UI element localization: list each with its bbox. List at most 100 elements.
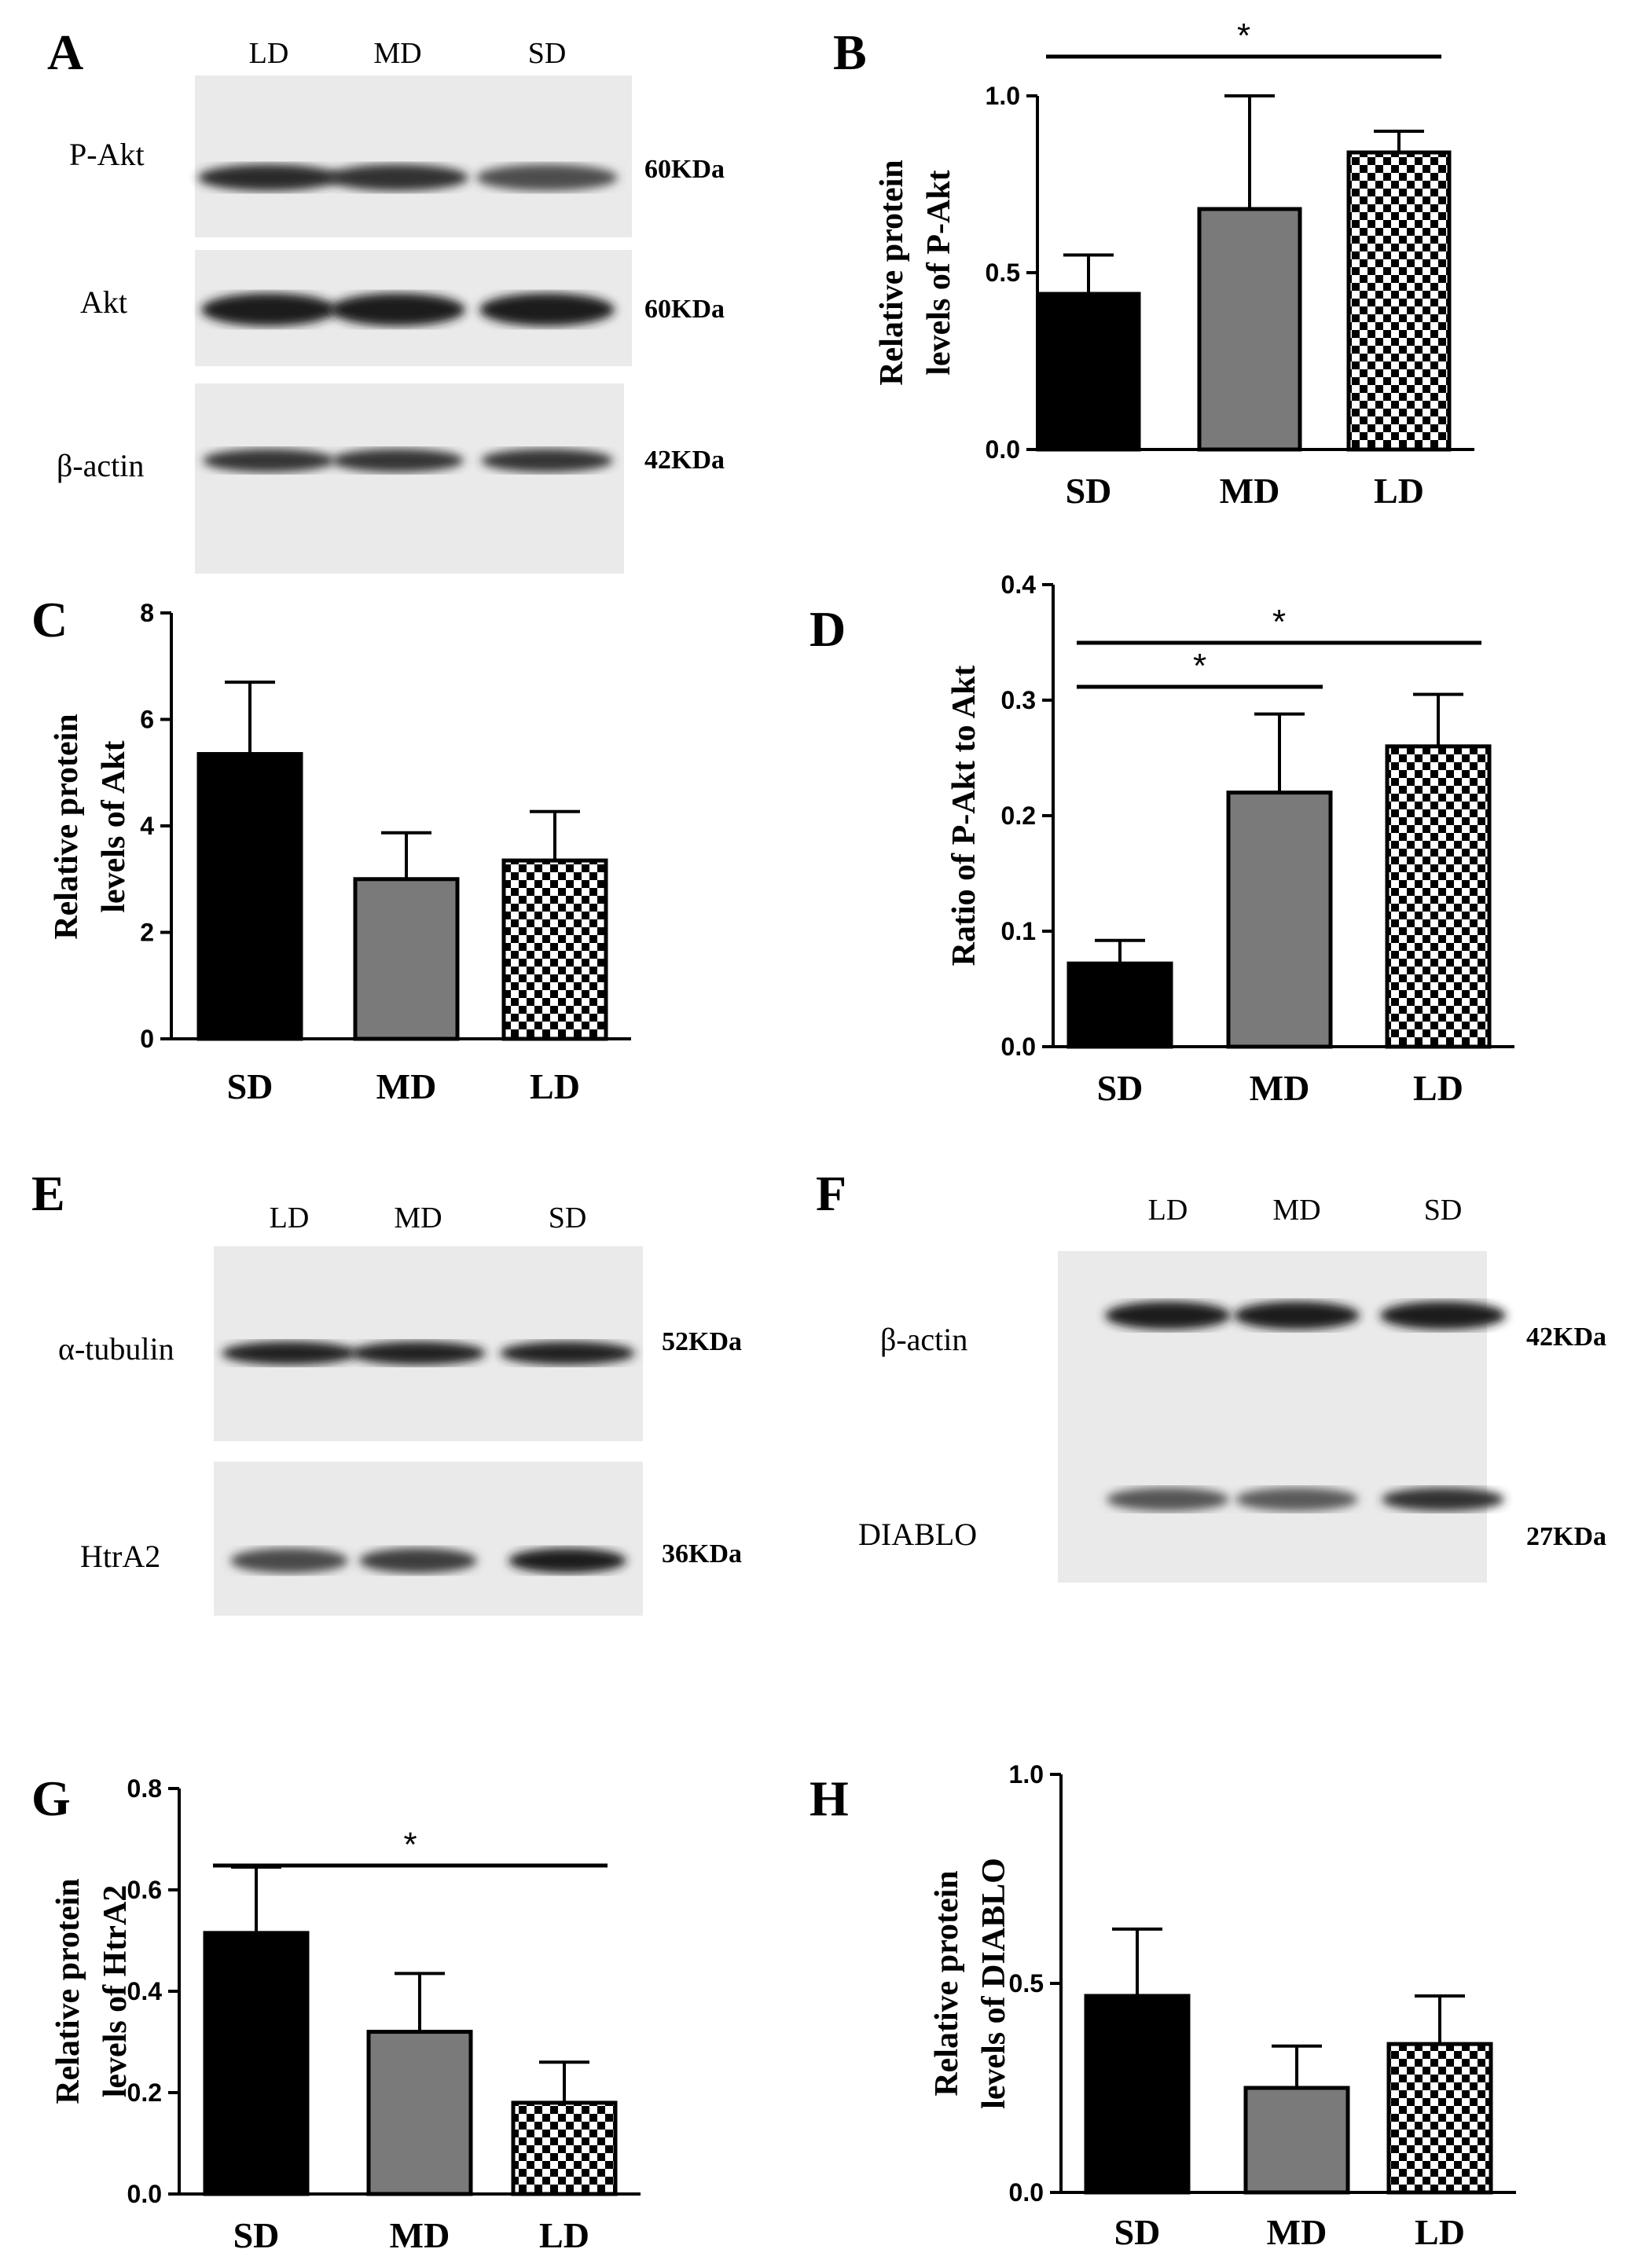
y-tick-label: 1.0 bbox=[986, 82, 1020, 110]
x-category-label: MD bbox=[1250, 1068, 1310, 1108]
y-axis-label: Relative protein bbox=[50, 1878, 86, 2104]
band bbox=[1235, 1488, 1358, 1511]
lane-label: SD bbox=[549, 1202, 587, 1235]
y-tick-label: 4 bbox=[140, 812, 154, 840]
kda-label: 36KDa bbox=[662, 1539, 742, 1568]
kda-label: 42KDa bbox=[1526, 1323, 1606, 1352]
band bbox=[1382, 1488, 1504, 1511]
band bbox=[479, 293, 615, 326]
x-category-label: LD bbox=[1413, 1068, 1463, 1108]
y-axis-label: levels of DIABLO bbox=[976, 1858, 1012, 2109]
protein-label: Akt bbox=[80, 284, 127, 320]
blot-htra2 bbox=[214, 1462, 643, 1616]
band bbox=[201, 293, 336, 326]
x-category-label: SD bbox=[1114, 2212, 1161, 2252]
bar-sd bbox=[196, 752, 303, 1041]
y-tick-label: 0.0 bbox=[127, 2180, 162, 2208]
lane-label: MD bbox=[394, 1202, 442, 1235]
kda-label: 42KDa bbox=[644, 446, 725, 475]
y-axis-label: levels of P-Akt bbox=[921, 170, 957, 375]
bar-ld bbox=[1385, 744, 1492, 1049]
kda-label: 27KDa bbox=[1526, 1522, 1606, 1551]
y-axis-label: Relative protein bbox=[49, 714, 85, 939]
chart-h: H 0.0 0.5 1.0 SD MD LD Relative protein levels o… bbox=[809, 1760, 1516, 2252]
significance-star: * bbox=[1272, 603, 1286, 641]
bar-ld bbox=[501, 858, 608, 1041]
panel-letter-c: C bbox=[31, 592, 68, 648]
x-category-label: LD bbox=[1374, 471, 1424, 511]
blot-actin bbox=[1058, 1251, 1506, 1446]
bar-md bbox=[1197, 207, 1302, 452]
bar-ld bbox=[1386, 2042, 1493, 2195]
blot-membrane bbox=[1058, 1251, 1487, 1446]
blot-membrane bbox=[195, 75, 632, 237]
x-category-label: SD bbox=[227, 1066, 273, 1106]
lane-label: LD bbox=[270, 1202, 310, 1235]
y-tick-label: 0.3 bbox=[1001, 686, 1036, 714]
blot-membrane bbox=[195, 383, 624, 574]
blot-akt bbox=[195, 250, 632, 366]
band bbox=[508, 1548, 626, 1573]
panel-letter-b: B bbox=[833, 24, 867, 80]
bar-ld bbox=[1346, 150, 1452, 452]
lane-label: LD bbox=[1148, 1194, 1188, 1227]
protein-label: β-actin bbox=[57, 448, 144, 483]
bar-md bbox=[1226, 791, 1333, 1049]
significance-star: * bbox=[1193, 647, 1206, 685]
protein-label: α-tubulin bbox=[58, 1331, 174, 1367]
bar-md bbox=[1243, 2086, 1350, 2195]
x-category-label: MD bbox=[1220, 471, 1280, 511]
blot-diablo bbox=[1058, 1440, 1504, 1583]
y-tick-label: 0.8 bbox=[127, 1774, 162, 1803]
blot-membrane bbox=[214, 1462, 643, 1616]
x-category-label: SD bbox=[233, 2215, 280, 2255]
y-axis-label: Ratio of P-Akt to Akt bbox=[946, 666, 982, 967]
kda-label: 52KDa bbox=[662, 1327, 742, 1356]
bar-sd bbox=[203, 1931, 310, 2196]
y-axis-label: Relative protein bbox=[929, 1870, 965, 2096]
band bbox=[230, 1548, 348, 1573]
band bbox=[359, 1548, 477, 1573]
band bbox=[351, 1341, 486, 1365]
y-tick-label: 2 bbox=[140, 919, 154, 947]
band bbox=[481, 449, 613, 472]
bar-ld bbox=[511, 2100, 618, 2196]
y-tick-label: 0.4 bbox=[127, 1977, 163, 2005]
y-axis-label: levels of Akt bbox=[96, 740, 132, 912]
band bbox=[1107, 1488, 1229, 1511]
y-tick-label: 0.6 bbox=[127, 1876, 162, 1904]
chart-b: B 0.0 0.5 1.0 SD MD LD * Relative protein levels … bbox=[833, 17, 1474, 511]
bar-sd bbox=[1036, 292, 1141, 452]
y-tick-label: 1.0 bbox=[1009, 1760, 1044, 1789]
lane-label: LD bbox=[249, 37, 289, 70]
panel-letter-f: F bbox=[816, 1165, 846, 1221]
x-category-label: MD bbox=[1267, 2212, 1327, 2252]
y-tick-label: 6 bbox=[140, 706, 154, 734]
panel-letter-a: A bbox=[47, 24, 83, 80]
x-category-label: SD bbox=[1066, 471, 1112, 511]
panel-letter-h: H bbox=[809, 1770, 849, 1826]
blot-tubulin bbox=[214, 1246, 643, 1441]
protein-label: P-Akt bbox=[69, 137, 145, 172]
band bbox=[1380, 1301, 1506, 1330]
x-category-label: LD bbox=[1415, 2212, 1465, 2252]
band bbox=[222, 1341, 357, 1365]
blot-membrane bbox=[1058, 1440, 1487, 1583]
lane-label: MD bbox=[373, 37, 421, 70]
x-category-label: LD bbox=[530, 1066, 580, 1106]
bar-sd bbox=[1084, 1994, 1191, 2195]
lane-label: MD bbox=[1272, 1194, 1320, 1227]
chart-g: G 0.0 0.2 0.4 0.6 0.8 SD MD LD * Relative protein l… bbox=[31, 1770, 641, 2255]
x-category-label: LD bbox=[539, 2215, 589, 2255]
y-tick-label: 0.2 bbox=[1001, 802, 1036, 830]
kda-label: 60KDa bbox=[644, 155, 725, 184]
band bbox=[332, 449, 464, 472]
band bbox=[198, 164, 340, 191]
band bbox=[1105, 1301, 1231, 1330]
y-axis-label: levels of HtrA2 bbox=[97, 1885, 134, 2098]
lane-label: SD bbox=[528, 37, 567, 70]
band bbox=[203, 449, 335, 472]
y-axis-label: Relative protein bbox=[874, 160, 910, 385]
y-tick-label: 0.4 bbox=[1001, 571, 1037, 599]
